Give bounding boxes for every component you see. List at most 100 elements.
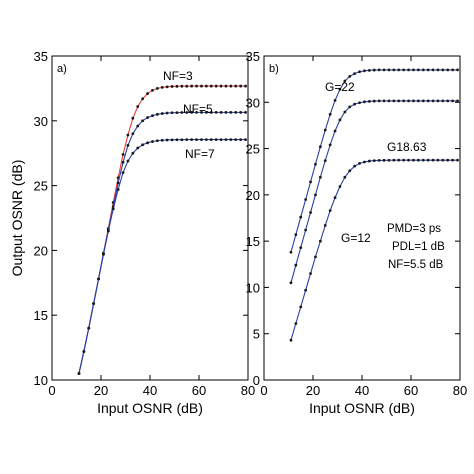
data-point <box>195 110 198 114</box>
data-point <box>304 228 308 232</box>
data-point <box>131 116 135 120</box>
data-point <box>209 138 213 141</box>
data-point <box>82 350 86 353</box>
y-tick-label: 15 <box>34 308 48 323</box>
data-point <box>416 99 420 103</box>
data-point <box>151 88 154 92</box>
data-point <box>363 69 366 73</box>
data-point <box>372 68 376 72</box>
x-tick-label: 20 <box>306 383 320 398</box>
data-point <box>136 105 140 108</box>
panel-a-label: a) <box>57 63 67 75</box>
x-tick-label: 80 <box>241 383 255 398</box>
data-point <box>372 159 376 163</box>
data-point <box>146 141 149 145</box>
data-point <box>155 112 159 116</box>
data-point <box>446 68 450 72</box>
data-point <box>436 68 440 72</box>
data-point <box>229 84 233 88</box>
series-line-a-1 <box>78 111 246 374</box>
panel-b: b) Input OSNR (dB) 0 20 40 60 80 0 5 10 15 20 25 30… <box>246 49 468 416</box>
x-tick-label: 0 <box>260 383 267 398</box>
data-point <box>416 68 420 72</box>
figure-ylabel: Output OSNR (dB) <box>9 160 25 277</box>
data-point <box>102 252 105 256</box>
data-point <box>421 68 425 72</box>
data-point <box>175 138 179 142</box>
data-point <box>377 159 381 162</box>
data-point <box>92 302 96 305</box>
data-point <box>402 68 406 72</box>
panel-a-series <box>77 84 247 375</box>
data-point <box>318 145 322 149</box>
data-point <box>304 288 308 292</box>
data-point <box>239 110 243 114</box>
data-point <box>165 85 169 89</box>
data-point <box>382 158 386 162</box>
data-point <box>338 87 342 91</box>
y-tick-label: 20 <box>34 243 48 258</box>
data-point <box>294 233 298 237</box>
data-point <box>175 111 179 115</box>
data-point <box>126 159 130 163</box>
x-tick-label: 80 <box>453 383 467 398</box>
data-point <box>185 84 189 88</box>
data-point <box>431 68 435 72</box>
data-point <box>456 68 459 72</box>
data-point <box>87 326 91 330</box>
data-point <box>175 84 179 88</box>
data-point <box>234 110 238 114</box>
data-point <box>323 159 327 163</box>
data-point <box>382 68 386 72</box>
data-point <box>151 140 154 143</box>
data-point <box>323 224 327 227</box>
data-point <box>328 209 332 212</box>
data-point <box>219 110 223 114</box>
data-point <box>358 70 361 74</box>
x-tick-label: 40 <box>355 383 369 398</box>
data-point <box>397 99 401 103</box>
data-point <box>77 372 81 375</box>
data-point <box>299 305 303 309</box>
data-point <box>234 84 238 88</box>
y-tick-label: 10 <box>246 280 260 295</box>
data-point <box>377 99 381 103</box>
data-point <box>416 158 420 162</box>
data-point <box>131 132 135 136</box>
data-point <box>219 84 223 88</box>
data-point <box>141 97 145 101</box>
panel-b-ticks: 0 20 40 60 80 0 5 10 15 20 25 30 35 <box>246 49 468 398</box>
data-point <box>289 338 293 342</box>
data-point <box>412 99 415 103</box>
data-point <box>180 138 184 142</box>
data-point <box>229 110 233 114</box>
data-point <box>441 99 445 103</box>
x-tick-label: 60 <box>192 383 206 398</box>
data-point <box>402 99 406 103</box>
data-point <box>392 158 396 162</box>
data-point <box>377 68 381 72</box>
data-point <box>294 322 298 325</box>
data-point <box>412 158 415 162</box>
y-tick-label: 35 <box>34 49 48 64</box>
data-point <box>328 112 332 116</box>
data-point <box>309 180 312 184</box>
data-point <box>407 158 410 162</box>
annotation-g12: G=12 <box>341 231 371 245</box>
data-point <box>160 85 164 89</box>
data-point <box>116 181 120 185</box>
data-point <box>387 99 391 103</box>
data-point <box>126 144 130 147</box>
annotation-pdl: PDL=1 dB <box>392 241 445 253</box>
data-point <box>299 215 303 219</box>
data-point <box>141 143 145 147</box>
data-point <box>338 118 342 122</box>
data-point <box>456 158 459 162</box>
annotation-nf5: NF=5 <box>183 102 213 116</box>
annotation-nf55: NF=5.5 dB <box>388 259 444 271</box>
panel-a-xlabel: Input OSNR (dB) <box>97 400 203 416</box>
data-point <box>244 110 247 114</box>
y-tick-label: 0 <box>253 373 260 388</box>
annotation-g1863: G18.63 <box>387 140 427 154</box>
data-point <box>358 161 361 165</box>
